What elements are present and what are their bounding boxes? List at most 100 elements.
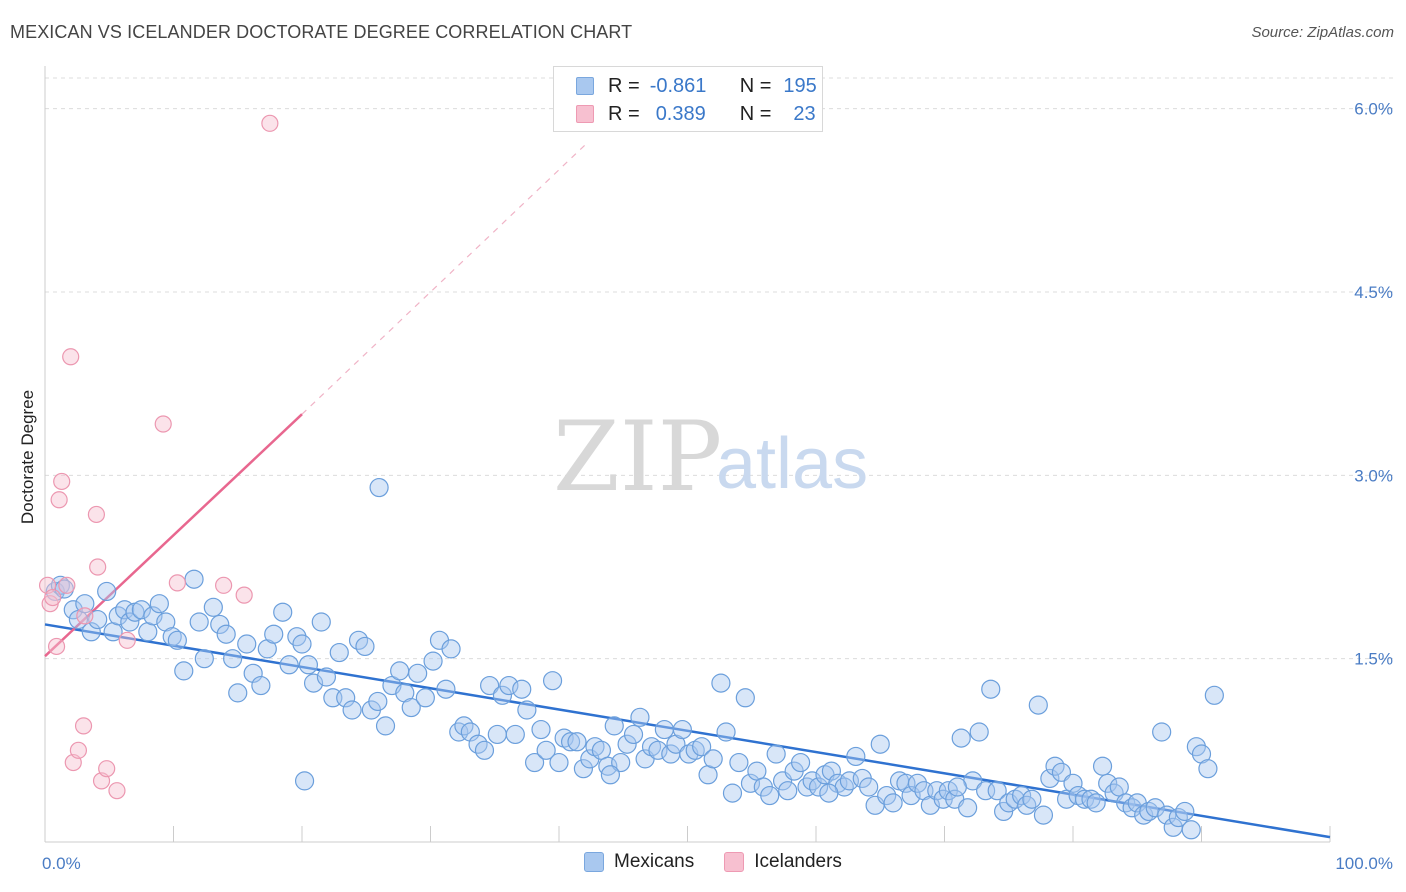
mexicans-point (441, 639, 461, 659)
mexicans-point (1181, 820, 1201, 840)
mexicans-point (819, 783, 839, 803)
mexicans-point (1145, 798, 1165, 818)
mexicans-point (474, 740, 495, 760)
legend-item-icelanders[interactable]: Icelanders (724, 851, 842, 873)
mexicans-point (75, 594, 95, 614)
mexicans-point (138, 622, 158, 642)
mexicans-point (162, 627, 182, 647)
mexicans-point (336, 688, 356, 708)
mexicans-point (716, 722, 736, 742)
mexicans-point (81, 622, 101, 642)
mexicans-point (279, 655, 299, 675)
mexicans-point (1157, 805, 1177, 825)
y-tick-label: 4.5% (1354, 283, 1393, 302)
mexicans-point (174, 661, 194, 681)
mexicans-point (524, 752, 545, 773)
mexicans-point (415, 688, 435, 708)
legend-r-label: R = (608, 102, 640, 125)
axes (44, 66, 1331, 843)
mexicans-point (184, 569, 204, 589)
icelanders-point (118, 631, 136, 649)
mexicans-point (692, 737, 712, 757)
mexicans-point (1005, 789, 1025, 809)
y-tick-label: 1.5% (1354, 650, 1393, 669)
watermark-atlas: atlas (716, 424, 868, 504)
mexicans-point (355, 636, 375, 657)
legend-r-value-mexicans: -0.861 (649, 74, 707, 97)
mexicans-point (251, 675, 271, 696)
mexicans-point (492, 685, 513, 705)
icelanders-point (89, 558, 107, 576)
mexicans-point (499, 675, 519, 696)
mexicans-point (294, 771, 315, 791)
mexicans-point (1092, 756, 1113, 776)
mexicans-point (97, 581, 117, 602)
series-legend: Mexicans Icelanders (584, 851, 872, 873)
mexicans-point (264, 624, 284, 644)
mexicans-point (549, 752, 569, 773)
mexicans-point (1068, 785, 1088, 806)
mexicans-point (859, 777, 879, 797)
legend-swatch-mexicans (584, 852, 604, 872)
mexicans-point (981, 679, 1001, 699)
legend-row-icelanders: R = 0.389 N = 23 (576, 101, 816, 127)
mexicans-point (1198, 759, 1218, 779)
mexicans-point (487, 724, 507, 745)
mexicans-point (740, 773, 761, 793)
legend-n-label: N = (739, 102, 772, 125)
mexicans-point (1022, 789, 1042, 809)
mexicans-point (648, 740, 668, 760)
x-tick-label: 0.0% (42, 854, 81, 873)
icelanders-point (50, 491, 68, 509)
mexicans-point (766, 744, 786, 764)
mexicans-point (987, 781, 1007, 801)
mexicans-point (797, 777, 817, 797)
icelanders-point (53, 472, 71, 491)
mexicans-point (573, 759, 594, 779)
mexicans-point (604, 716, 624, 736)
mexicans-point (611, 752, 631, 773)
mexicans-point (567, 732, 587, 752)
mexicans-point (1017, 795, 1037, 815)
watermark-zip: ZIP (553, 401, 722, 513)
mexicans-point (698, 765, 718, 785)
icelanders-point (108, 782, 126, 800)
mexicans-points (45, 477, 1224, 840)
icelanders-point (69, 741, 88, 759)
mexicans-point (329, 642, 349, 663)
mexicans-point (120, 612, 140, 632)
mexicans-point (292, 634, 312, 654)
mexicans-point (883, 793, 903, 813)
mexicans-point (951, 728, 971, 748)
mexicans-point (901, 785, 921, 806)
legend-r-label: R = (608, 74, 640, 97)
mexicans-point (408, 663, 428, 683)
icelanders-point (154, 415, 172, 433)
mexicans-point (1051, 762, 1072, 782)
legend-n-value-mexicans: 195 (783, 74, 817, 97)
mexicans-point (976, 781, 996, 801)
mexicans-point (311, 612, 331, 632)
mexicans-point (203, 597, 223, 617)
mexicans-point (808, 777, 829, 797)
mexicans-point (711, 673, 731, 693)
mexicans-point (630, 707, 650, 727)
mexicans-point (167, 630, 187, 650)
mexicans-point (1086, 793, 1106, 813)
icelanders-point (98, 760, 116, 778)
y-tick-label: 3.0% (1354, 466, 1393, 485)
mexicans-point (958, 798, 978, 818)
chart-title: MEXICAN VS ICELANDER DOCTORATE DEGREE CO… (10, 22, 633, 42)
mexicans-point (1175, 801, 1195, 822)
legend-item-mexicans[interactable]: Mexicans (584, 851, 694, 873)
mexicans-point (778, 781, 798, 801)
mexicans-point (585, 737, 605, 757)
icelanders-point (235, 586, 253, 604)
mexicans-point (877, 785, 897, 806)
icelanders-point (74, 717, 93, 735)
legend-row-mexicans: R = -0.861 N = 195 (576, 73, 817, 99)
mexicans-point (722, 783, 743, 803)
icelanders-point (44, 588, 62, 607)
